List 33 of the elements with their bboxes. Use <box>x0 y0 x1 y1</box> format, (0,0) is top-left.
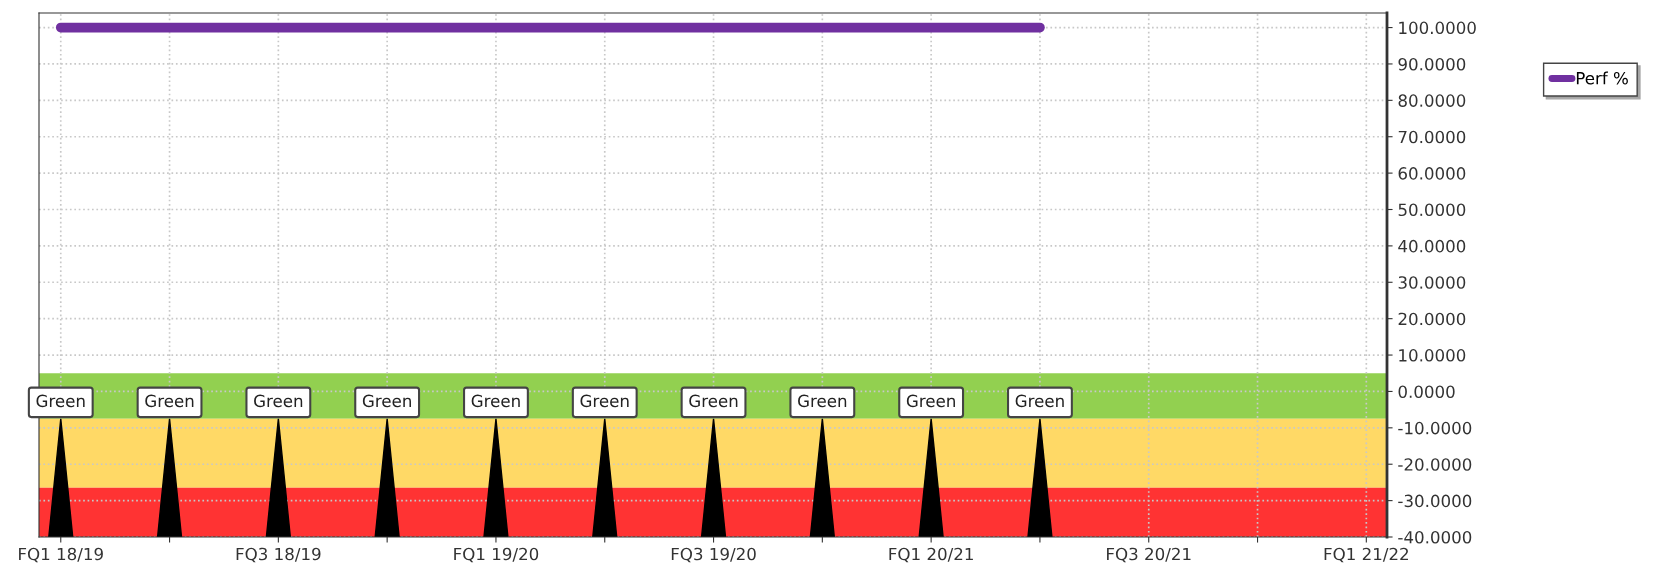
y-tick-label: -10.0000 <box>1398 421 1472 435</box>
y-tick-label: 60.0000 <box>1398 167 1466 180</box>
annotation: Green <box>145 394 194 408</box>
y-tick-label: 70.0000 <box>1398 130 1466 144</box>
annotation: Green <box>798 394 847 408</box>
annotation: Green <box>580 394 629 408</box>
legend-label: Perf % <box>1576 71 1628 85</box>
y-tick-label: 50.0000 <box>1398 203 1466 217</box>
x-tick-label: FQ1 20/21 <box>889 547 973 563</box>
x-tick-label: FQ1 18/19 <box>19 547 103 563</box>
y-tick-label: 100.0000 <box>1399 21 1476 35</box>
annotation: Green <box>906 394 955 408</box>
x-tick-label: FQ1 19/20 <box>454 547 539 563</box>
annotation: Green <box>471 394 520 408</box>
annotation: Green <box>362 394 411 408</box>
y-tick-label: 20.0000 <box>1398 312 1466 326</box>
y-tick-label: 90.0000 <box>1398 57 1466 71</box>
annotation: Green <box>36 394 85 408</box>
annotation: Green <box>689 394 738 408</box>
y-tick-label: -20.0000 <box>1398 458 1472 471</box>
annotation: Green <box>254 394 303 408</box>
x-tick-label: FQ3 19/20 <box>671 547 756 563</box>
annotation: Green <box>1015 394 1064 408</box>
y-tick-label: -40.0000 <box>1398 530 1472 544</box>
y-tick-label: 10.0000 <box>1399 349 1466 362</box>
y-tick-label: 30.0000 <box>1398 276 1466 289</box>
x-tick-label: FQ3 18/19 <box>236 547 321 563</box>
x-tick-label: FQ3 20/21 <box>1107 547 1191 563</box>
y-tick-label: 0.0000 <box>1398 385 1455 399</box>
x-tick-label: FQ1 21/22 <box>1324 547 1408 563</box>
y-tick-label: 40.0000 <box>1398 239 1466 253</box>
y-tick-label: -30.0000 <box>1398 494 1472 508</box>
y-tick-label: 80.0000 <box>1398 94 1466 107</box>
